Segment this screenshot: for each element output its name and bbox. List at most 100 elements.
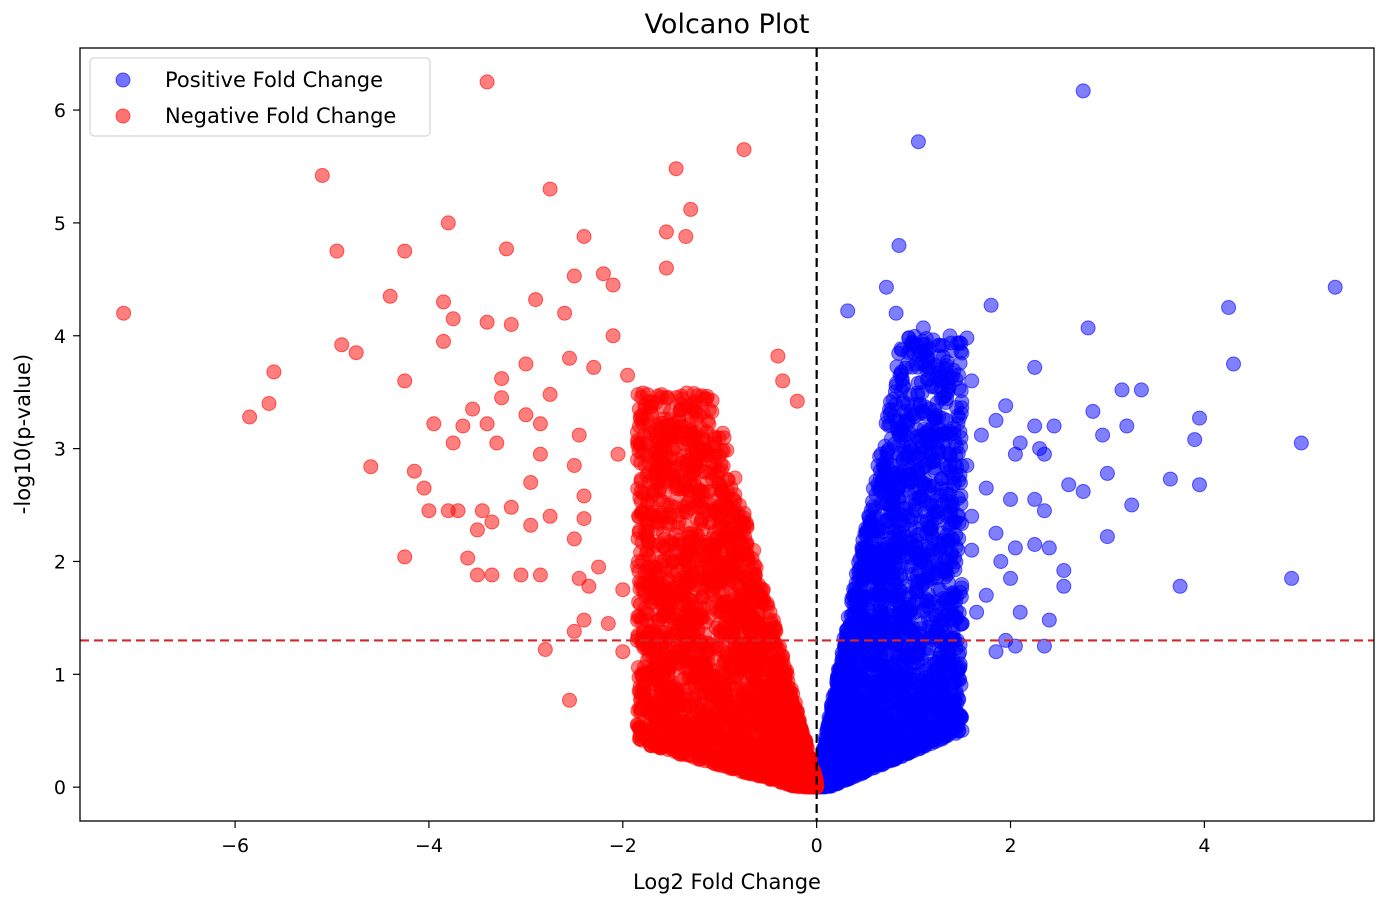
- data-point: [889, 359, 905, 375]
- data-point: [1226, 356, 1241, 372]
- data-point: [934, 596, 950, 612]
- data-point: [1036, 446, 1052, 462]
- data-point: [840, 303, 856, 319]
- data-point: [1187, 432, 1203, 448]
- data-point: [925, 478, 941, 494]
- data-point: [988, 412, 1004, 428]
- data-point: [911, 490, 927, 506]
- data-point: [1027, 537, 1043, 552]
- data-point: [927, 503, 943, 519]
- data-point: [978, 480, 994, 496]
- data-point: [924, 527, 940, 543]
- data-point: [937, 623, 953, 639]
- data-point: [1095, 427, 1111, 443]
- data-point: [878, 691, 894, 707]
- data-point: [725, 630, 741, 646]
- data-point: [872, 482, 888, 498]
- data-point: [869, 673, 885, 689]
- data-point: [651, 432, 667, 448]
- data-point: [954, 616, 970, 631]
- data-point: [1007, 446, 1023, 462]
- data-point: [1099, 529, 1115, 545]
- data-point: [845, 749, 861, 765]
- data-point: [939, 566, 955, 582]
- data-point: [964, 373, 980, 389]
- data-point: [998, 398, 1014, 414]
- data-point: [705, 498, 721, 514]
- data-point: [833, 757, 849, 773]
- data-point: [940, 695, 955, 710]
- series-negative: [116, 74, 825, 795]
- data-point: [901, 596, 917, 612]
- data-point: [726, 587, 742, 603]
- data-point: [634, 610, 650, 626]
- data-point: [910, 134, 926, 150]
- data-point: [973, 427, 989, 443]
- data-point: [870, 561, 885, 577]
- data-point: [905, 620, 921, 636]
- data-point: [1284, 570, 1300, 586]
- data-point: [863, 502, 879, 518]
- data-point: [1099, 465, 1115, 481]
- data-point: [918, 558, 934, 574]
- data-point: [1075, 83, 1091, 99]
- data-point: [888, 305, 904, 321]
- data-point: [633, 484, 649, 499]
- data-point: [943, 544, 959, 560]
- data-point: [988, 644, 1004, 660]
- data-point: [898, 427, 913, 443]
- data-point: [825, 716, 841, 732]
- data-point: [831, 692, 847, 708]
- data-point: [1046, 418, 1062, 434]
- data-point: [1114, 382, 1130, 398]
- data-point: [856, 561, 872, 577]
- data-point: [1080, 320, 1096, 336]
- data-point: [884, 457, 900, 473]
- data-point: [959, 330, 975, 346]
- data-point: [1075, 484, 1091, 499]
- data-point: [951, 515, 967, 531]
- data-point: [868, 545, 884, 561]
- data-point: [887, 384, 903, 400]
- data-point: [915, 320, 931, 336]
- data-point: [840, 651, 856, 667]
- data-point: [1007, 540, 1023, 556]
- data-point: [1027, 491, 1043, 507]
- data-point: [891, 238, 907, 253]
- data-point: [1085, 403, 1101, 419]
- chart-title: Volcano Plot: [645, 9, 810, 40]
- data-point: [739, 519, 755, 535]
- data-point: [870, 581, 886, 597]
- data-point: [739, 763, 755, 779]
- data-point: [1041, 612, 1057, 628]
- data-point: [707, 435, 723, 451]
- data-point: [930, 371, 946, 387]
- data-point: [914, 430, 930, 446]
- data-point: [1172, 578, 1188, 594]
- data-point: [848, 598, 864, 614]
- data-point: [905, 649, 921, 665]
- data-point: [738, 537, 754, 553]
- data-point: [952, 424, 968, 440]
- data-point: [951, 472, 967, 488]
- data-point: [993, 554, 1009, 569]
- data-point: [647, 482, 663, 498]
- data-point: [1003, 570, 1018, 586]
- points-layer: [116, 74, 1343, 795]
- data-point: [1192, 477, 1207, 493]
- data-point: [878, 624, 894, 640]
- data-point: [906, 345, 922, 361]
- data-point: [875, 609, 891, 625]
- data-point: [953, 488, 969, 504]
- data-point: [964, 542, 980, 558]
- data-point: [727, 607, 742, 623]
- data-point: [1293, 435, 1309, 451]
- data-point: [1162, 471, 1178, 487]
- data-point: [952, 672, 968, 688]
- data-point: [633, 544, 648, 560]
- data-point: [954, 577, 970, 592]
- data-point: [695, 571, 710, 587]
- data-point: [878, 279, 894, 295]
- data-point: [944, 711, 960, 727]
